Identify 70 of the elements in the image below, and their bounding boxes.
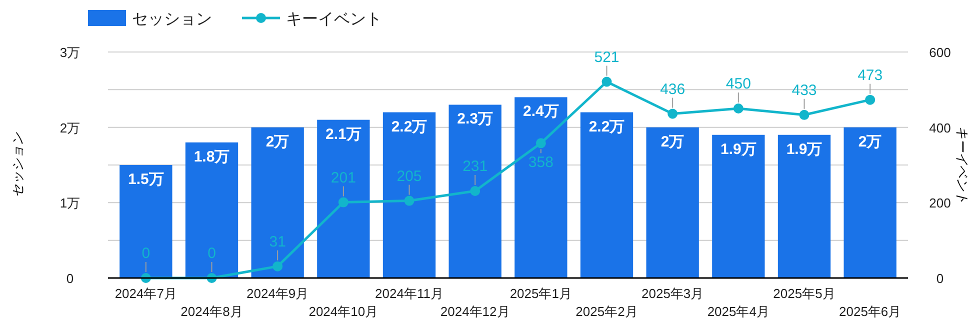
bar bbox=[778, 134, 831, 278]
data-label: 450 bbox=[726, 76, 751, 92]
point bbox=[470, 186, 480, 196]
data-label: 2万 bbox=[660, 133, 684, 150]
x-tick-label: 2025年3月 bbox=[642, 286, 704, 301]
y2-tick-label: 0 bbox=[936, 271, 944, 286]
point bbox=[272, 261, 283, 272]
data-label: 521 bbox=[594, 48, 620, 66]
data-label: 0 bbox=[208, 245, 216, 262]
data-label: 1.5万 bbox=[128, 171, 164, 188]
x-tick-label: 2024年8月 bbox=[180, 304, 243, 319]
y-axis-title: セッション bbox=[10, 132, 25, 198]
legend-label: セッション bbox=[132, 11, 212, 28]
data-label: 2万 bbox=[266, 133, 290, 150]
data-label: 436 bbox=[660, 80, 686, 98]
x-tick-label: 2024年9月 bbox=[246, 286, 309, 301]
point bbox=[865, 94, 876, 105]
bar bbox=[251, 127, 304, 278]
x-tick-label: 2024年10月 bbox=[308, 304, 378, 319]
point bbox=[404, 196, 414, 206]
y-tick-label: 0 bbox=[66, 271, 74, 286]
y-tick-label: 2万 bbox=[60, 120, 80, 136]
y-tick-label: 3万 bbox=[60, 45, 80, 60]
bar bbox=[844, 127, 896, 278]
bar bbox=[514, 97, 568, 278]
point bbox=[733, 104, 744, 114]
y2-axis-title: キーイベント bbox=[955, 126, 970, 204]
x-tick-label: 2024年7月 bbox=[114, 286, 177, 301]
bar bbox=[712, 134, 765, 278]
data-label: 2.2万 bbox=[588, 118, 625, 136]
y2-tick-label: 600 bbox=[929, 45, 951, 60]
data-label: 31 bbox=[269, 233, 286, 250]
data-label: 2万 bbox=[858, 133, 882, 150]
bar bbox=[382, 112, 436, 278]
x-tick-label: 2024年12月 bbox=[440, 304, 510, 319]
point bbox=[602, 76, 612, 87]
point bbox=[338, 197, 348, 208]
y2-tick-label: 400 bbox=[929, 120, 951, 136]
data-label: 433 bbox=[792, 82, 817, 99]
bar bbox=[580, 112, 634, 278]
data-label: 1.9万 bbox=[720, 140, 756, 158]
data-label: 473 bbox=[858, 66, 883, 84]
bar bbox=[448, 104, 502, 278]
data-label: 2.1万 bbox=[325, 126, 362, 143]
x-tick-label: 2024年11月 bbox=[375, 286, 444, 301]
x-tick-label: 2025年2月 bbox=[576, 304, 638, 319]
data-label: 2.4万 bbox=[522, 103, 559, 120]
data-label: 201 bbox=[330, 169, 356, 186]
y2-tick-label: 200 bbox=[929, 196, 951, 211]
data-label: 2.3万 bbox=[457, 110, 494, 128]
bar bbox=[185, 142, 238, 278]
data-label: 2.2万 bbox=[391, 118, 428, 136]
point bbox=[668, 108, 678, 119]
x-tick-label: 2025年6月 bbox=[839, 304, 902, 319]
x-tick-label: 2025年4月 bbox=[707, 304, 770, 319]
bar bbox=[120, 165, 172, 278]
y-tick-label: 1万 bbox=[60, 196, 80, 211]
x-tick-label: 2025年5月 bbox=[773, 286, 836, 301]
bar bbox=[317, 120, 370, 278]
data-label: 1.8万 bbox=[194, 148, 230, 166]
data-label: 1.9万 bbox=[786, 140, 822, 158]
data-label: 205 bbox=[396, 168, 422, 185]
data-label: 0 bbox=[142, 245, 150, 262]
data-label: 358 bbox=[528, 154, 554, 172]
point bbox=[799, 110, 810, 120]
point bbox=[536, 138, 546, 148]
x-tick-label: 2025年1月 bbox=[510, 286, 572, 301]
data-label: 231 bbox=[462, 158, 488, 175]
legend-label: キーイベント bbox=[286, 11, 382, 28]
bar bbox=[646, 127, 699, 278]
